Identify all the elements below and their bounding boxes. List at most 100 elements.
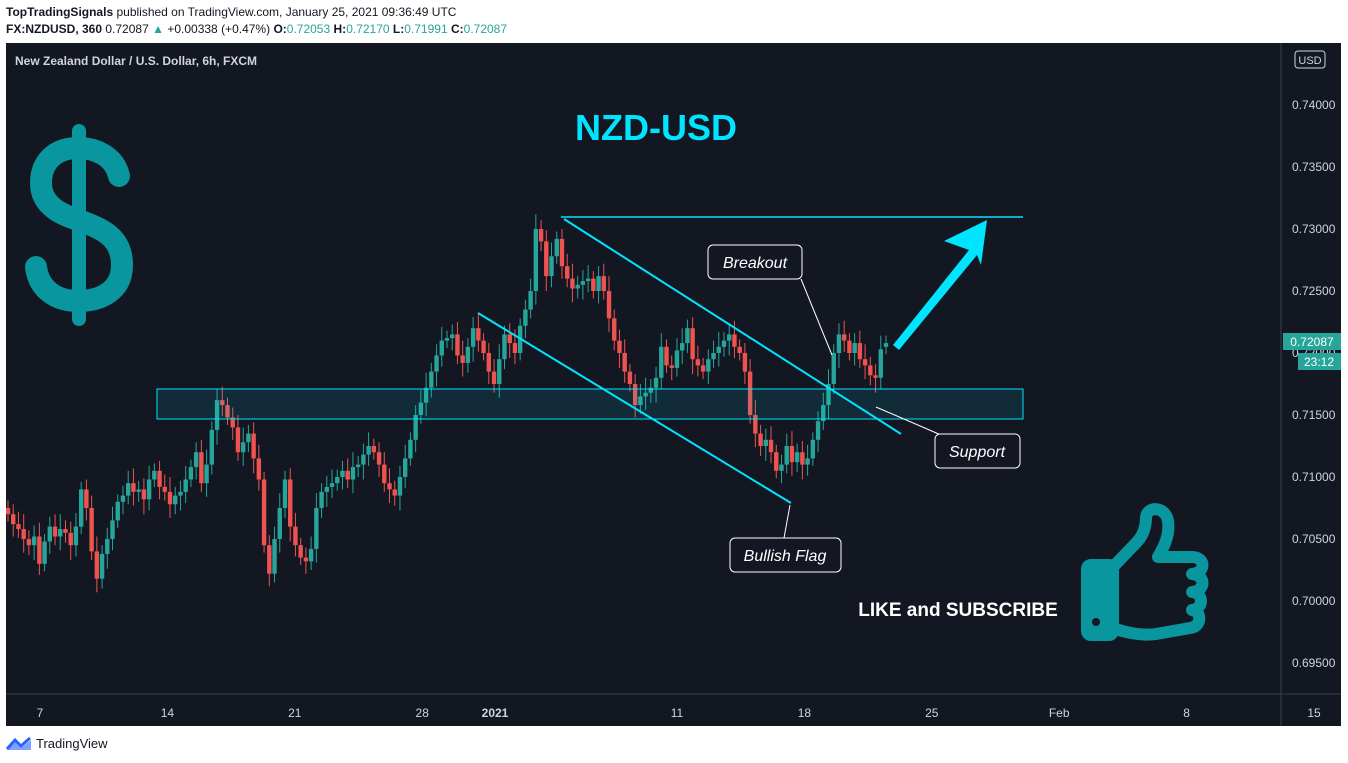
candle-up (126, 483, 131, 496)
flag-upper-line[interactable] (563, 218, 902, 435)
candle-down (507, 334, 512, 344)
candle-up (246, 433, 251, 443)
candle-up (105, 539, 110, 554)
candle-up (355, 464, 361, 468)
candle-down (303, 557, 309, 562)
support-pointer (875, 406, 942, 436)
last-price-tag-label: 0.72087 (1290, 335, 1334, 349)
bullish-flag-callout[interactable] (729, 537, 842, 573)
candle-down (376, 452, 382, 465)
candle-down (690, 328, 695, 360)
candle-down (841, 334, 847, 341)
candle-down (298, 545, 303, 558)
x-tick-label: 2021 (482, 706, 509, 720)
candle-down (570, 278, 575, 289)
candle-down (225, 405, 230, 418)
currency-badge-label: USD (1298, 55, 1321, 67)
candle-down (700, 365, 706, 372)
price-axis: 0.740000.735000.730000.725000.720000.715… (1292, 98, 1336, 670)
candle-up (648, 387, 654, 393)
candle-up (434, 355, 439, 372)
candle-down (131, 483, 136, 492)
candle-down (476, 328, 481, 341)
candle-up (136, 489, 141, 492)
low-value: 0.71991 (404, 22, 448, 36)
candle-down (89, 508, 94, 552)
time-axis: 7 14 21 28 2021 11 18 25 Feb 8 15 (37, 706, 1321, 720)
candle-down (565, 266, 570, 279)
candle-down (94, 551, 100, 579)
y-tick-label: 0.71500 (1292, 408, 1336, 422)
candle-up (423, 387, 429, 403)
high-value: 0.72170 (346, 22, 390, 36)
candle-down (63, 529, 68, 533)
candle-down (162, 486, 167, 492)
price-chart[interactable]: 0.740000.735000.730000.725000.720000.715… (6, 43, 1341, 726)
y-tick-label: 0.73000 (1292, 222, 1336, 236)
y-tick-label: 0.69500 (1292, 656, 1336, 670)
candle-down (220, 400, 225, 406)
candle-up (152, 470, 157, 480)
published-text: published on TradingView.com, January 25… (116, 5, 457, 19)
countdown-tag (1298, 353, 1341, 370)
candle-up (575, 284, 580, 289)
chart-title: New Zealand Dollar / U.S. Dollar, 6h, FX… (15, 54, 257, 68)
candle-up (47, 526, 53, 542)
candle-up (580, 281, 586, 285)
candle-up (183, 479, 188, 492)
flag-lower-line[interactable] (477, 312, 792, 504)
candle-down (612, 318, 617, 341)
candle-up (465, 346, 471, 363)
candle-up (110, 520, 115, 539)
y-tick-label: 0.70500 (1292, 532, 1336, 546)
candle-up (429, 371, 434, 388)
support-label: Support (949, 444, 1006, 461)
candle-down (21, 529, 26, 539)
open-value: 0.72053 (286, 22, 331, 36)
chart-container[interactable]: 0.740000.735000.730000.725000.720000.715… (6, 43, 1341, 726)
candle-down (559, 238, 565, 267)
candle-down (52, 526, 58, 537)
candle-up (115, 501, 120, 521)
breakout-callout[interactable] (707, 244, 803, 280)
candle-up (685, 328, 690, 344)
candle-up (361, 454, 366, 465)
candle-up (329, 483, 335, 487)
y-tick-label: 0.72500 (1292, 284, 1336, 298)
candle-up (397, 477, 403, 496)
candle-up (727, 334, 732, 341)
candle-down (873, 375, 878, 378)
like-subscribe-text[interactable]: LIKE and SUBSCRIBE (858, 600, 1058, 621)
candle-up (679, 343, 685, 351)
candle-down (371, 446, 377, 453)
last-price: 0.72087 (105, 22, 149, 36)
candle-up (706, 359, 711, 372)
candle-up (779, 464, 784, 471)
tradingview-brand[interactable]: TradingView (36, 736, 108, 751)
candle-up (470, 328, 476, 347)
candle-up (204, 464, 209, 484)
candle-down (758, 433, 763, 446)
y-tick-label: 0.73500 (1292, 160, 1336, 174)
publisher-name[interactable]: TopTradingSignals (6, 5, 114, 19)
x-tick-label: 15 (1307, 706, 1321, 720)
candle-up (366, 446, 371, 455)
candle-down (16, 524, 21, 530)
flag-pointer (783, 504, 791, 539)
candle-down (293, 526, 298, 546)
candle-up (335, 477, 340, 484)
candle-down (392, 489, 397, 496)
support-callout[interactable] (934, 433, 1021, 469)
big-title: NZD-USD (575, 107, 737, 148)
support-zone[interactable] (156, 388, 1024, 420)
candle-up (193, 452, 199, 468)
y-tick-label: 0.74000 (1292, 98, 1336, 112)
candle-down (141, 489, 147, 500)
candle-up (805, 458, 810, 465)
candle-up (188, 467, 194, 480)
currency-badge[interactable] (1294, 50, 1326, 69)
candle-down (261, 479, 267, 546)
candle-down (455, 334, 460, 356)
candle-up (146, 479, 152, 500)
candle-up (214, 400, 220, 430)
